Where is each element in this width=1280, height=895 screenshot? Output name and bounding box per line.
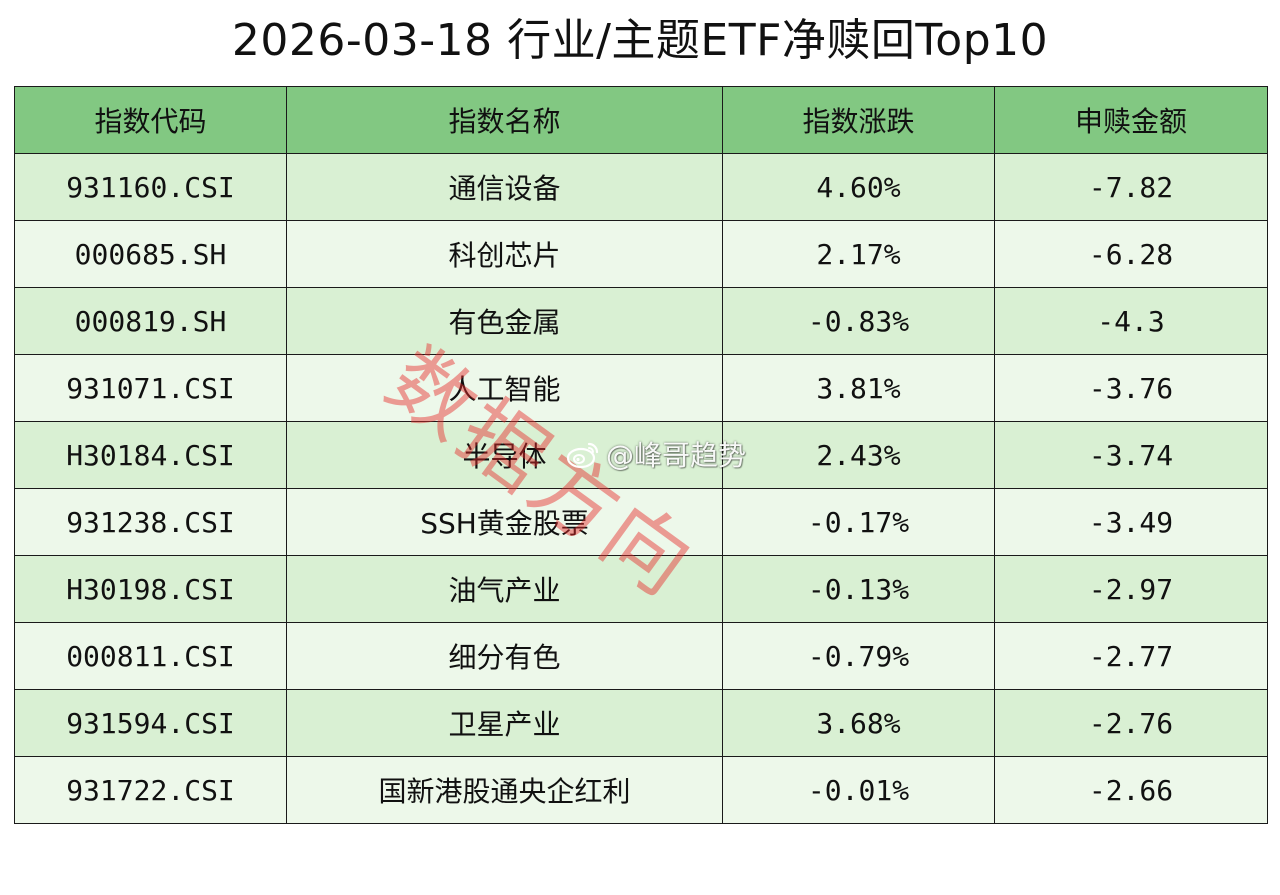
cell-name: SSH黄金股票 <box>286 488 723 556</box>
cell-name: 科创芯片 <box>286 220 723 288</box>
cell-name: 卫星产业 <box>286 689 723 757</box>
cell-change: 2.17% <box>722 220 995 288</box>
table-row: 931071.CSI 人工智能 3.81% -3.76 <box>14 354 1268 422</box>
cell-code: 931238.CSI <box>14 488 287 556</box>
etf-redemption-table: 指数代码 指数名称 指数涨跌 申赎金额 931160.CSI 通信设备 4.60… <box>14 86 1268 824</box>
cell-amount: -2.76 <box>994 689 1268 757</box>
cell-name: 通信设备 <box>286 153 723 221</box>
table-row: 000819.SH 有色金属 -0.83% -4.3 <box>14 287 1268 355</box>
cell-code: 931594.CSI <box>14 689 287 757</box>
cell-amount: -6.28 <box>994 220 1268 288</box>
cell-change: -0.83% <box>722 287 995 355</box>
table-row: 931238.CSI SSH黄金股票 -0.17% -3.49 <box>14 488 1268 556</box>
cell-change: 2.43% <box>722 421 995 489</box>
cell-code: 931722.CSI <box>14 756 287 824</box>
table-row: H30198.CSI 油气产业 -0.13% -2.97 <box>14 555 1268 623</box>
cell-code: 931160.CSI <box>14 153 287 221</box>
cell-code: 000819.SH <box>14 287 287 355</box>
cell-change: -0.01% <box>722 756 995 824</box>
header-redemption-amount: 申赎金额 <box>994 86 1268 154</box>
cell-amount: -2.77 <box>994 622 1268 690</box>
cell-amount: -2.97 <box>994 555 1268 623</box>
table-row: 000811.CSI 细分有色 -0.79% -2.77 <box>14 622 1268 690</box>
cell-change: -0.79% <box>722 622 995 690</box>
header-index-code: 指数代码 <box>14 86 287 154</box>
header-index-name: 指数名称 <box>286 86 723 154</box>
table-row: 931160.CSI 通信设备 4.60% -7.82 <box>14 153 1268 221</box>
cell-name: 国新港股通央企红利 <box>286 756 723 824</box>
cell-code: 000811.CSI <box>14 622 287 690</box>
cell-name: 人工智能 <box>286 354 723 422</box>
cell-name: 油气产业 <box>286 555 723 623</box>
table-row: 931594.CSI 卫星产业 3.68% -2.76 <box>14 689 1268 757</box>
cell-change: 3.81% <box>722 354 995 422</box>
page-title: 2026-03-18 行业/主题ETF净赎回Top10 <box>231 15 1049 66</box>
cell-amount: -3.74 <box>994 421 1268 489</box>
cell-name: 半导体 <box>286 421 723 489</box>
cell-amount: -7.82 <box>994 153 1268 221</box>
table-row: H30184.CSI 半导体 2.43% -3.74 <box>14 421 1268 489</box>
cell-amount: -3.49 <box>994 488 1268 556</box>
cell-change: -0.13% <box>722 555 995 623</box>
cell-code: H30184.CSI <box>14 421 287 489</box>
cell-change: 4.60% <box>722 153 995 221</box>
cell-name: 细分有色 <box>286 622 723 690</box>
cell-amount: -3.76 <box>994 354 1268 422</box>
table-row: 931722.CSI 国新港股通央企红利 -0.01% -2.66 <box>14 756 1268 824</box>
cell-name: 有色金属 <box>286 287 723 355</box>
cell-code: H30198.CSI <box>14 555 287 623</box>
cell-amount: -4.3 <box>994 287 1268 355</box>
cell-code: 931071.CSI <box>14 354 287 422</box>
cell-amount: -2.66 <box>994 756 1268 824</box>
cell-change: -0.17% <box>722 488 995 556</box>
table-row: 000685.SH 科创芯片 2.17% -6.28 <box>14 220 1268 288</box>
cell-code: 000685.SH <box>14 220 287 288</box>
header-index-change: 指数涨跌 <box>722 86 995 154</box>
cell-change: 3.68% <box>722 689 995 757</box>
table-header-row: 指数代码 指数名称 指数涨跌 申赎金额 <box>14 86 1268 154</box>
